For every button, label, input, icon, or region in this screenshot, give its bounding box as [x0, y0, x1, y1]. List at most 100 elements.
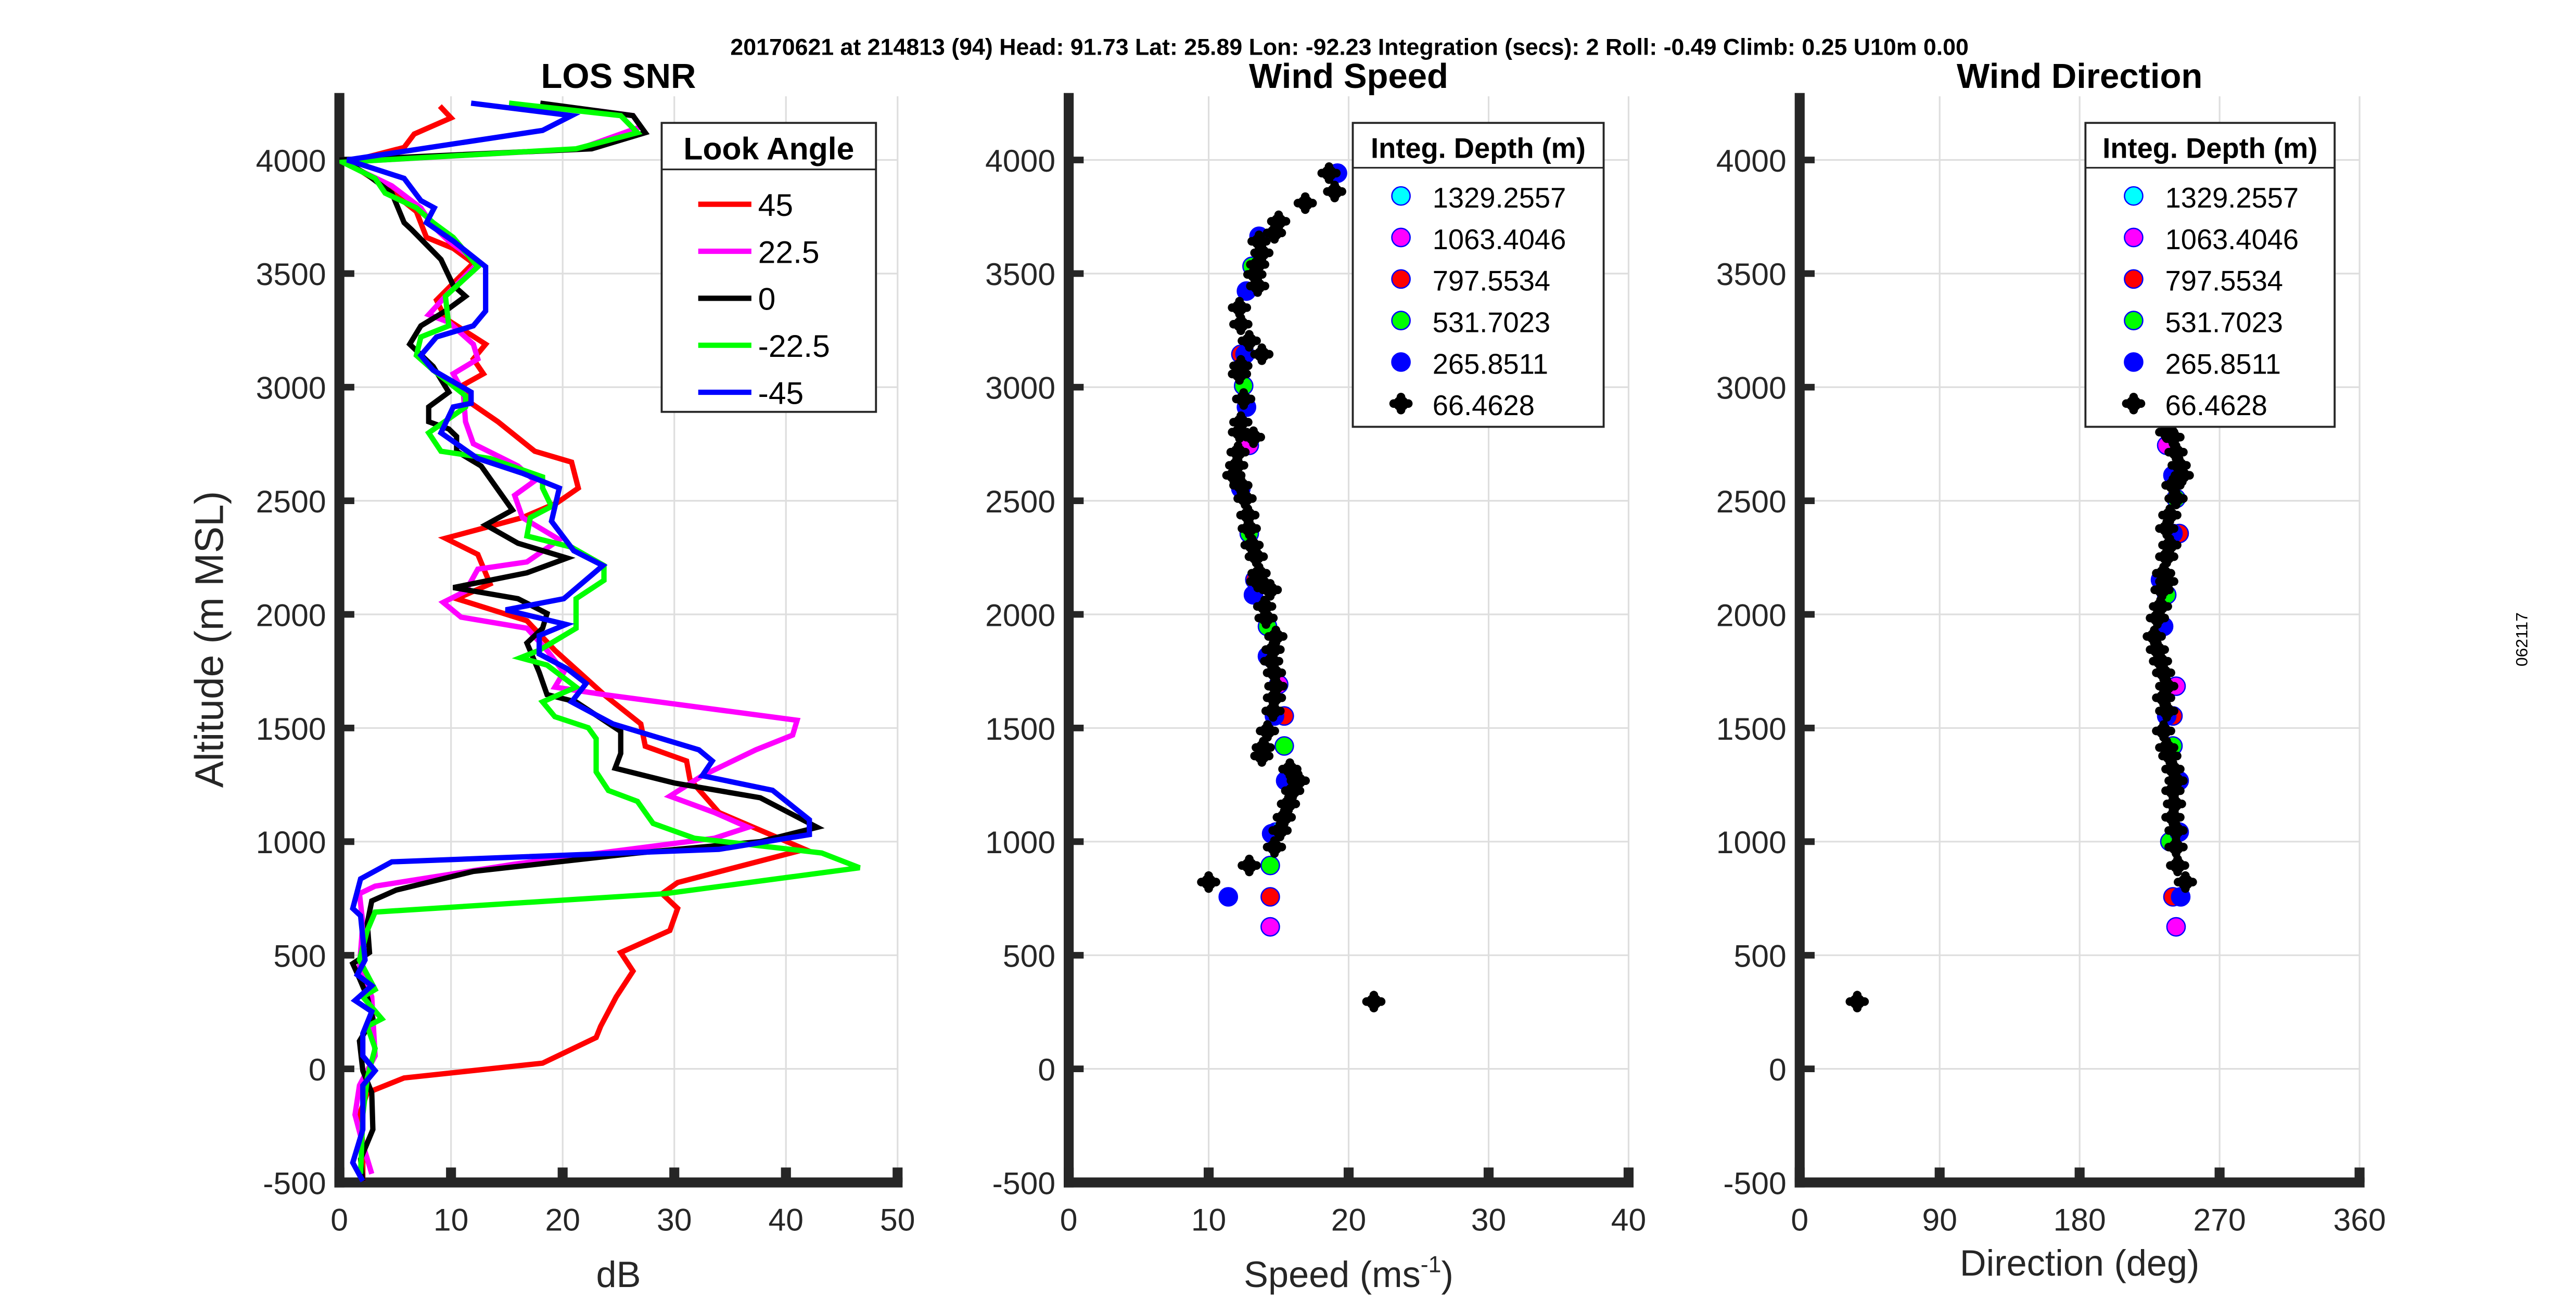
y-tick-label: 1500	[985, 711, 1055, 747]
legend-item: 45	[698, 187, 793, 223]
legend-title: Integ. Depth (m)	[1371, 132, 1586, 164]
data-point-66.4628	[2166, 854, 2189, 877]
data-point-66.4628	[2158, 745, 2182, 767]
data-point-66.4628	[2146, 607, 2169, 629]
series-line--45	[346, 100, 812, 1182]
legend-marker	[1391, 186, 1411, 206]
legend-item: 66.4628	[2122, 390, 2267, 421]
y-tick-label: 1000	[985, 825, 1055, 860]
legend-label: 1329.2557	[1433, 182, 1566, 214]
data-point-66.4628	[1263, 222, 1286, 244]
side-label: 062117	[2513, 612, 2531, 666]
y-tick-label: 1500	[256, 711, 326, 747]
legend-item: 1329.2557	[1391, 182, 1566, 214]
legend-item: 1329.2557	[2124, 182, 2299, 214]
panel-title: LOS SNR	[541, 57, 696, 96]
legend-label: 797.5534	[2165, 265, 2283, 297]
x-axis-label-end: )	[1441, 1254, 1453, 1295]
legend-item: 797.5534	[2124, 265, 2283, 297]
x-tick-label: 20	[1331, 1202, 1366, 1238]
legend-marker	[1391, 352, 1411, 372]
legend-marker	[2124, 352, 2144, 372]
x-tick-label: 90	[1922, 1202, 1957, 1238]
y-tick-label: 500	[1003, 938, 1055, 974]
data-point-66.4628	[1246, 570, 1270, 593]
y-tick-label: 0	[309, 1052, 326, 1087]
data-point-66.4628	[1258, 579, 1282, 601]
legend-item: 265.8511	[1391, 348, 1548, 380]
data-point-66.4628	[2164, 819, 2188, 842]
y-tick-label: 3500	[256, 256, 326, 292]
x-tick-label: 20	[545, 1202, 580, 1238]
data-point-66.4628	[1261, 700, 1285, 722]
legend: Integ. Depth (m) 1329.2557 1063.4046 797.55…	[2084, 122, 2336, 428]
data-point-66.4628	[1263, 836, 1286, 858]
y-tick-label: -500	[1723, 1165, 1786, 1201]
data-point-66.4628	[1317, 162, 1341, 184]
legend-item: 66.4628	[1389, 390, 1535, 421]
data-point-66.4628	[1238, 518, 1261, 539]
data-point-66.4628	[1256, 720, 1279, 742]
data-point-66.4628	[2155, 546, 2178, 568]
data-point-66.4628	[1323, 181, 1346, 202]
legend-item: 531.7023	[1391, 306, 1550, 338]
data-point-66.4628	[1362, 991, 1386, 1013]
y-tick-label: 3500	[1716, 256, 1787, 292]
y-tick-label: 500	[1734, 938, 1787, 974]
panel-title: Wind Speed	[1249, 57, 1448, 96]
x-tick-label: 0	[330, 1202, 348, 1238]
x-tick-label: 270	[2194, 1202, 2246, 1238]
y-tick-label: 500	[273, 938, 326, 974]
x-axis-label: Speed (ms-1)	[1244, 1252, 1453, 1295]
data-point-531.7023	[1260, 855, 1280, 876]
legend-item: 0	[698, 281, 776, 317]
y-tick-label: 2500	[1716, 484, 1787, 519]
data-point-66.4628	[1242, 426, 1265, 448]
x-axis-label-text: dB	[596, 1254, 641, 1295]
data-point-66.4628	[2174, 871, 2197, 893]
legend-label: 1063.4046	[2165, 224, 2299, 255]
y-tick-label: 1000	[1716, 825, 1787, 860]
legend-item: 531.7023	[2124, 306, 2283, 338]
data-point-66.4628	[1233, 487, 1257, 510]
x-tick-label: 10	[1191, 1202, 1226, 1238]
legend-marker	[1389, 393, 1413, 415]
data-point-265.8511	[1218, 887, 1239, 907]
y-tick-label: 2000	[256, 597, 326, 633]
legend-label: -22.5	[758, 328, 830, 364]
legend-title: Integ. Depth (m)	[2102, 132, 2317, 164]
plot-area	[1845, 421, 2197, 1013]
data-point-66.4628	[2164, 836, 2188, 858]
y-tick-label: 3500	[985, 256, 1055, 292]
x-tick-label: 10	[433, 1202, 468, 1238]
legend-label: 0	[758, 281, 776, 317]
legend-item: 1063.4046	[2124, 224, 2299, 255]
data-point-66.4628	[1268, 819, 1292, 842]
x-axis-label: dB	[596, 1254, 641, 1295]
legend-label: 797.5534	[1433, 265, 1550, 297]
legend-label: 265.8511	[2165, 348, 2281, 380]
legend-item: 1063.4046	[1391, 224, 1566, 255]
x-axis-label-text: Direction (deg)	[1960, 1242, 2200, 1283]
y-tick-label: 4000	[256, 143, 326, 178]
x-tick-label: 0	[1060, 1202, 1078, 1238]
y-tick-label: 0	[1769, 1052, 1787, 1087]
legend-box	[660, 122, 877, 413]
legend-label: 265.8511	[1433, 348, 1548, 380]
series-line-45	[340, 104, 813, 1181]
y-tick-label: 3000	[985, 370, 1055, 406]
data-point-66.4628	[1250, 343, 1274, 365]
data-point-66.4628	[1244, 546, 1268, 568]
legend-marker	[2124, 311, 2144, 330]
data-point-66.4628	[1229, 313, 1253, 336]
legend-label: -45	[758, 375, 804, 410]
y-tick-label: 0	[1038, 1052, 1055, 1087]
data-point-66.4628	[2152, 687, 2175, 709]
y-tick-label: 2000	[985, 597, 1055, 633]
legend-item: -22.5	[698, 328, 830, 364]
legend-label: 531.7023	[2165, 306, 2283, 338]
legend-marker	[2124, 186, 2144, 206]
